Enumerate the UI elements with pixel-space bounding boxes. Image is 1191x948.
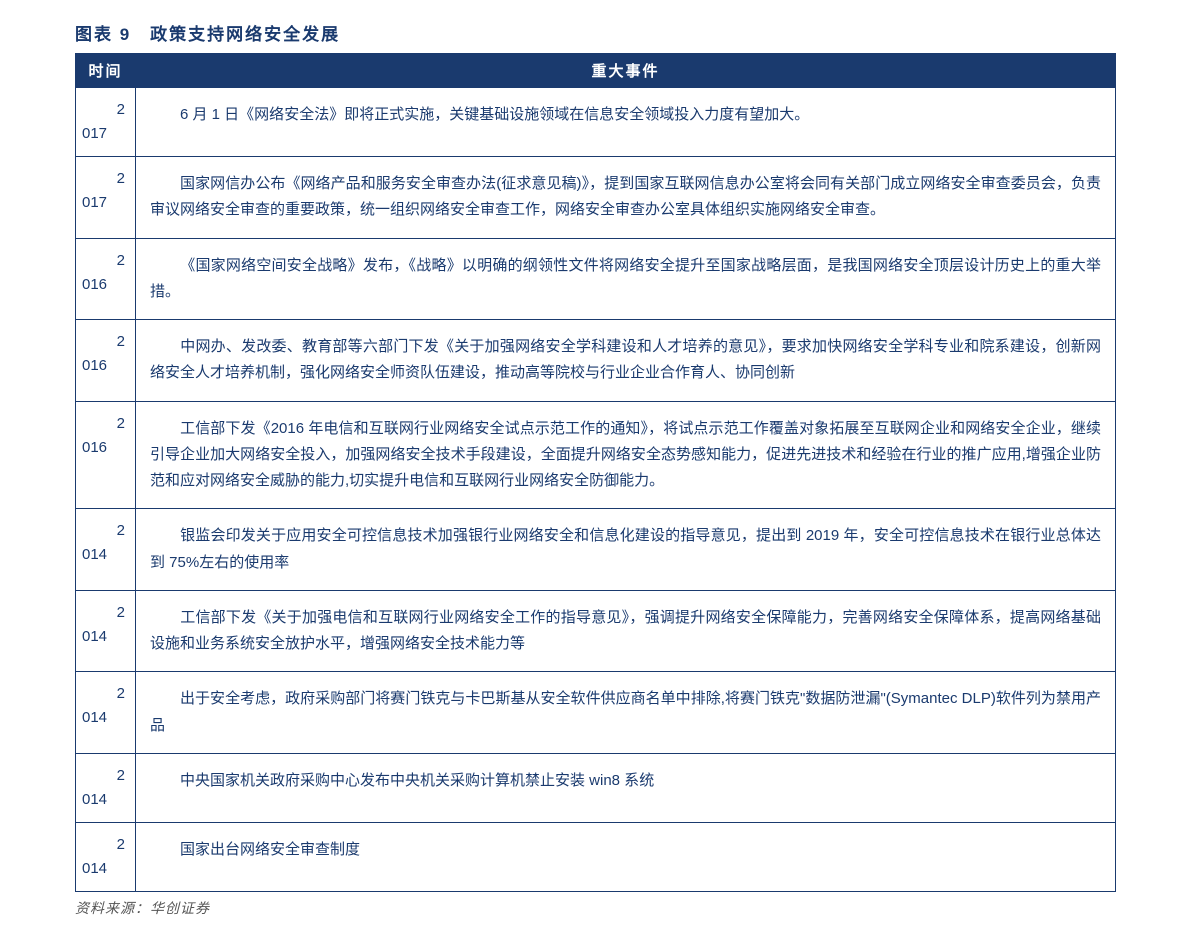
event-cell: 银监会印发关于应用安全可控信息技术加强银行业网络安全和信息化建设的指导意见，提出… (136, 509, 1116, 591)
year-first-digit: 2 (82, 167, 129, 191)
time-cell: 2017 (76, 157, 136, 239)
year-rest-digits: 017 (82, 122, 129, 146)
year-first-digit: 2 (82, 601, 129, 625)
event-text: 《国家网络空间安全战略》发布，《战略》以明确的纲领性文件将网络安全提升至国家战略… (150, 257, 1101, 300)
policy-table-body: 20176 月 1 日《网络安全法》即将正式实施，关键基础设施领域在信息安全领域… (76, 88, 1116, 892)
time-cell: 2014 (76, 590, 136, 672)
year-first-digit: 2 (82, 249, 129, 273)
event-cell: 工信部下发《关于加强电信和互联网行业网络安全工作的指导意见》，强调提升网络安全保… (136, 590, 1116, 672)
event-text: 6 月 1 日《网络安全法》即将正式实施，关键基础设施领域在信息安全领域投入力度… (180, 106, 809, 123)
event-text: 出于安全考虑，政府采购部门将赛门铁克与卡巴斯基从安全软件供应商名单中排除,将赛门… (150, 690, 1101, 733)
table-row: 2017 6 月 1 日《网络安全法》即将正式实施，关键基础设施领域在信息安全领域… (76, 88, 1116, 157)
table-row: 2014 中央国家机关政府采购中心发布中央机关采购计算机禁止安装 win8 系统 (76, 753, 1116, 822)
year-rest-digits: 016 (82, 273, 129, 297)
source-note: 资料来源：华创证券 (75, 898, 1116, 918)
table-row: 2014 出于安全考虑，政府采购部门将赛门铁克与卡巴斯基从安全软件供应商名单中排除… (76, 672, 1116, 754)
time-cell: 2016 (76, 320, 136, 402)
year-rest-digits: 014 (82, 706, 129, 730)
time-cell: 2016 (76, 401, 136, 509)
year-rest-digits: 014 (82, 857, 129, 881)
table-row: 2016工信部下发《2016 年电信和互联网行业网络安全试点示范工作的通知》，将… (76, 401, 1116, 509)
event-text: 工信部下发《关于加强电信和互联网行业网络安全工作的指导意见》，强调提升网络安全保… (150, 609, 1101, 652)
event-text: 中央国家机关政府采购中心发布中央机关采购计算机禁止安装 win8 系统 (180, 772, 654, 789)
time-cell: 2014 (76, 753, 136, 822)
event-text: 银监会印发关于应用安全可控信息技术加强银行业网络安全和信息化建设的指导意见，提出… (150, 527, 1101, 570)
event-text: 中网办、发改委、教育部等六部门下发《关于加强网络安全学科建设和人才培养的意见》，… (150, 338, 1101, 381)
time-cell: 2016 (76, 238, 136, 320)
time-cell: 2014 (76, 822, 136, 891)
year-first-digit: 2 (82, 98, 129, 122)
year-first-digit: 2 (82, 412, 129, 436)
year-rest-digits: 014 (82, 788, 129, 812)
time-cell: 2014 (76, 509, 136, 591)
year-rest-digits: 017 (82, 191, 129, 215)
event-cell: 中央国家机关政府采购中心发布中央机关采购计算机禁止安装 win8 系统 (136, 753, 1116, 822)
year-first-digit: 2 (82, 833, 129, 857)
event-text: 国家网信办公布《网络产品和服务安全审查办法(征求意见稿)》，提到国家互联网信息办… (150, 175, 1101, 218)
year-rest-digits: 016 (82, 354, 129, 378)
event-cell: 国家网信办公布《网络产品和服务安全审查办法(征求意见稿)》，提到国家互联网信息办… (136, 157, 1116, 239)
year-rest-digits: 014 (82, 543, 129, 567)
time-cell: 2017 (76, 88, 136, 157)
time-cell: 2014 (76, 672, 136, 754)
year-rest-digits: 016 (82, 436, 129, 460)
event-cell: 出于安全考虑，政府采购部门将赛门铁克与卡巴斯基从安全软件供应商名单中排除,将赛门… (136, 672, 1116, 754)
year-first-digit: 2 (82, 330, 129, 354)
event-cell: 工信部下发《2016 年电信和互联网行业网络安全试点示范工作的通知》，将试点示范… (136, 401, 1116, 509)
table-row: 2016 中网办、发改委、教育部等六部门下发《关于加强网络安全学科建设和人才培养的… (76, 320, 1116, 402)
table-row: 2014 银监会印发关于应用安全可控信息技术加强银行业网络安全和信息化建设的指导意… (76, 509, 1116, 591)
table-row: 2014 国家出台网络安全审查制度 (76, 822, 1116, 891)
year-first-digit: 2 (82, 682, 129, 706)
col-header-time: 时间 (76, 54, 136, 88)
year-first-digit: 2 (82, 764, 129, 788)
year-first-digit: 2 (82, 519, 129, 543)
event-text: 国家出台网络安全审查制度 (180, 841, 360, 858)
year-rest-digits: 014 (82, 625, 129, 649)
table-header-row: 时间 重大事件 (76, 54, 1116, 88)
table-row: 2016 《国家网络空间安全战略》发布，《战略》以明确的纲领性文件将网络安全提升至… (76, 238, 1116, 320)
table-row: 2014 工信部下发《关于加强电信和互联网行业网络安全工作的指导意见》，强调提升网… (76, 590, 1116, 672)
figure-title: 图表 9 政策支持网络安全发展 (75, 20, 1116, 45)
event-cell: 6 月 1 日《网络安全法》即将正式实施，关键基础设施领域在信息安全领域投入力度… (136, 88, 1116, 157)
event-cell: 国家出台网络安全审查制度 (136, 822, 1116, 891)
event-text: 工信部下发《2016 年电信和互联网行业网络安全试点示范工作的通知》，将试点示范… (150, 420, 1101, 490)
event-cell: 中网办、发改委、教育部等六部门下发《关于加强网络安全学科建设和人才培养的意见》，… (136, 320, 1116, 402)
table-row: 2017 国家网信办公布《网络产品和服务安全审查办法(征求意见稿)》，提到国家互联… (76, 157, 1116, 239)
event-cell: 《国家网络空间安全战略》发布，《战略》以明确的纲领性文件将网络安全提升至国家战略… (136, 238, 1116, 320)
policy-table: 时间 重大事件 20176 月 1 日《网络安全法》即将正式实施，关键基础设施领… (75, 53, 1116, 892)
col-header-event: 重大事件 (136, 54, 1116, 88)
